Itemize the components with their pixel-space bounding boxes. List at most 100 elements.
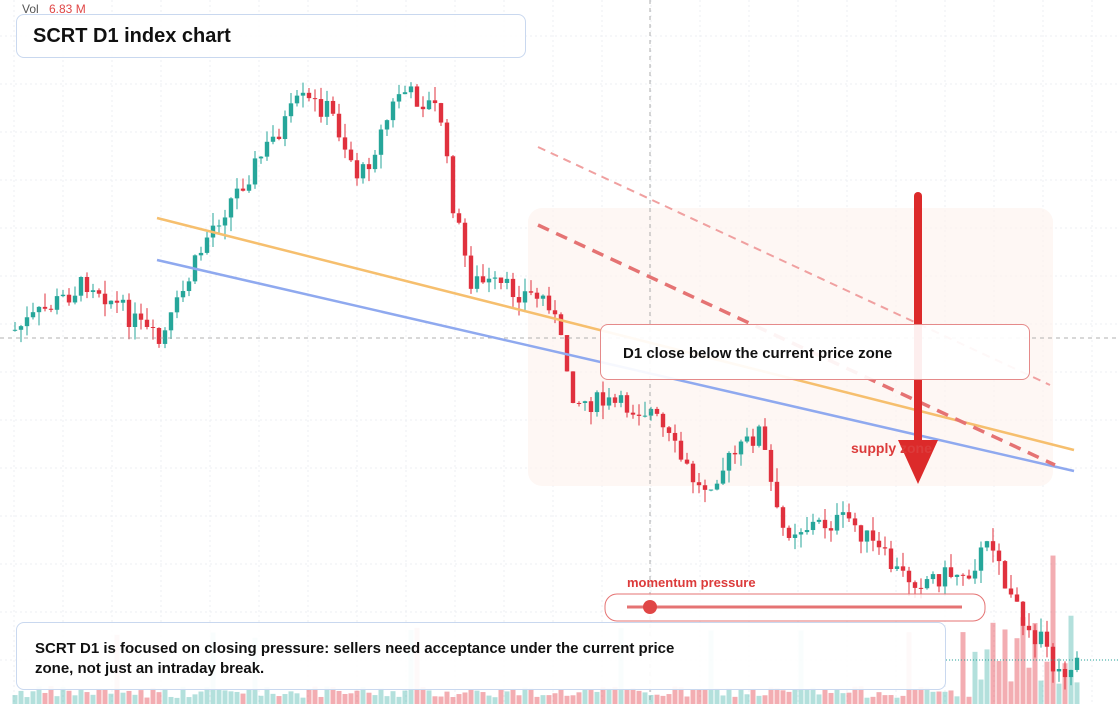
candle-body (762, 426, 768, 450)
candle-body (426, 100, 432, 110)
candle-body (510, 278, 516, 298)
candle-body (282, 116, 288, 140)
volume-bar (606, 688, 612, 704)
volume-bar (516, 695, 522, 704)
candle-body (450, 156, 456, 214)
candle-body (546, 295, 552, 311)
candle-body (984, 541, 990, 548)
volume-bar (450, 697, 456, 704)
volume-bar (990, 622, 996, 704)
candle-body (990, 541, 996, 551)
volume-bar (576, 692, 582, 704)
candle-body (432, 100, 438, 104)
volume-bar (558, 689, 564, 704)
candle-body (522, 291, 528, 303)
volume-bar (72, 695, 78, 704)
candle-body (864, 530, 870, 542)
candle-body (402, 92, 408, 95)
volume-bar (870, 696, 876, 704)
candle-body (180, 291, 186, 298)
candle-body (30, 312, 36, 318)
candle-body (1074, 657, 1080, 670)
volume-bar (360, 686, 366, 704)
candle-body (822, 519, 828, 529)
candle-body (840, 512, 846, 515)
volume-bar (240, 693, 246, 704)
candle-body (312, 98, 318, 100)
candle-body (438, 103, 444, 123)
volume-bar (612, 686, 618, 704)
candle-body (216, 225, 222, 227)
volume-bar (486, 695, 492, 704)
candle-body (264, 141, 270, 157)
candle-body (996, 550, 1002, 562)
candle-body (750, 436, 756, 446)
volume-bar (822, 689, 828, 704)
candle-body (12, 329, 18, 331)
candle-body (678, 440, 684, 460)
volume-bar (594, 691, 600, 704)
candle-body (534, 292, 540, 299)
volume-bar (750, 688, 756, 704)
candle-body (138, 313, 144, 320)
volume-bar (834, 689, 840, 704)
channel-upper (537, 146, 1051, 386)
volume-bar (228, 691, 234, 704)
candle-body (222, 217, 228, 226)
volume-bar (630, 688, 636, 704)
volume-bar (840, 693, 846, 704)
candle-body (618, 395, 624, 403)
candle-body (846, 512, 852, 519)
volume-bar (762, 695, 768, 704)
volume-bar (504, 691, 510, 704)
candle-body (246, 184, 252, 191)
volume-bar (36, 686, 42, 704)
candle-body (1056, 669, 1062, 672)
volume-bar (540, 695, 546, 704)
volume-bar (858, 686, 864, 704)
candle-body (834, 514, 840, 531)
volume-bar (876, 692, 882, 704)
candle-body (690, 463, 696, 483)
candle-body (528, 291, 534, 293)
candle-body (384, 120, 390, 130)
volume-bar (366, 692, 372, 704)
candle-body (702, 485, 708, 490)
volume-bar (666, 694, 672, 704)
volume-bar (222, 690, 228, 704)
volume-bar (924, 687, 930, 704)
candle-body (804, 530, 810, 533)
volume-bar (150, 687, 156, 704)
candle-body (348, 149, 354, 161)
candle-body (258, 156, 264, 159)
volume-bar (996, 661, 1002, 704)
volume-bar (234, 691, 240, 704)
volume-bar (474, 690, 480, 704)
volume-bar (954, 696, 960, 704)
volume-bar (1056, 683, 1062, 704)
volume-bar (120, 692, 126, 704)
volume-bar (774, 688, 780, 704)
volume-bar (348, 693, 354, 704)
volume-bar (372, 695, 378, 704)
volume-bar (174, 697, 180, 704)
volume-bar (294, 693, 300, 704)
volume-bar (564, 695, 570, 704)
volume-bar (792, 689, 798, 704)
candle-body (714, 483, 720, 490)
volume-bar (66, 690, 72, 704)
candle-body (786, 527, 792, 538)
volume-bar (12, 695, 18, 704)
volume-bar (378, 688, 384, 704)
volume-bar (960, 632, 966, 704)
candle-body (24, 317, 30, 327)
volume-bar (1026, 667, 1032, 704)
volume-bar (600, 687, 606, 704)
volume-bar (102, 689, 108, 704)
candle-body (162, 330, 168, 344)
volume-bar (828, 692, 834, 704)
candle-body (726, 452, 732, 471)
volume-bar (690, 689, 696, 704)
candle-body (96, 290, 102, 294)
volume-bar (258, 695, 264, 704)
